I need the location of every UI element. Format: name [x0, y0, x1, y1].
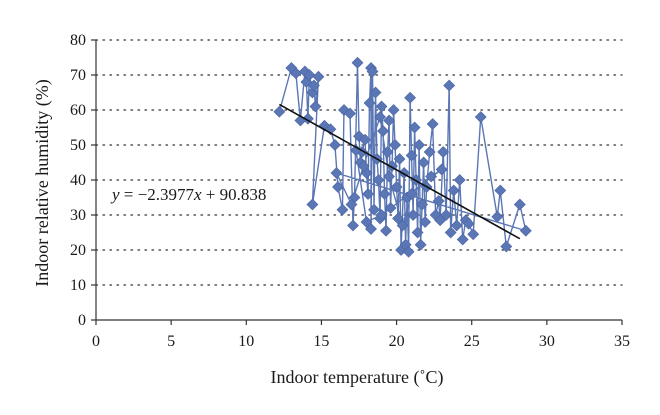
data-point-15 [329, 139, 341, 151]
data-point-83 [467, 228, 480, 241]
data-point-76 [444, 226, 457, 239]
y-tick-label-30: 30 [70, 207, 86, 224]
data-point-73 [437, 146, 450, 158]
x-tick-label-5: 5 [167, 333, 175, 350]
data-point-95 [396, 219, 409, 232]
data-point-79 [453, 174, 466, 186]
data-point-31 [365, 223, 377, 235]
data-point-98 [435, 163, 448, 176]
data-point-82 [462, 217, 475, 230]
y-tick-label-40: 40 [70, 172, 86, 189]
data-point-48 [390, 181, 403, 193]
data-point-12 [306, 198, 319, 211]
data-point-85 [491, 210, 504, 223]
data-point-61 [411, 226, 424, 239]
trendline-equation: y = −2.3977x + 90.838 [110, 185, 266, 204]
data-point-90 [330, 167, 343, 179]
data-point-28 [362, 188, 374, 200]
data-point-55 [402, 245, 415, 258]
data-point-100 [360, 216, 373, 228]
data-point-87 [500, 240, 513, 253]
data-point-19 [344, 107, 356, 120]
y-tick-labels: 0 10 20 30 40 50 60 70 80 [70, 32, 86, 329]
data-point-41 [380, 224, 392, 237]
x-tick-labels: 0 5 10 15 20 25 30 35 [92, 333, 630, 350]
y-tick-label-70: 70 [70, 67, 86, 84]
data-point-56 [404, 91, 417, 104]
data-point-43 [383, 114, 395, 127]
data-point-42 [381, 146, 394, 158]
data-point-11 [312, 70, 325, 83]
data-point-92 [357, 160, 370, 172]
data-point-91 [345, 198, 358, 211]
data-point-59 [408, 121, 421, 134]
data-point-94 [383, 170, 395, 183]
data-point-78 [450, 219, 463, 232]
data-point-63 [414, 238, 427, 251]
data-point-0 [273, 105, 286, 118]
x-tick-label-30: 30 [539, 333, 555, 350]
data-point-77 [447, 184, 460, 197]
y-axis-title: Indoor relative humidity (%) [32, 79, 53, 286]
x-tick-label-25: 25 [464, 333, 480, 350]
data-point-47 [389, 139, 401, 151]
data-point-88 [513, 198, 526, 211]
y-tick-label-0: 0 [78, 312, 86, 329]
data-point-9 [307, 79, 320, 92]
data-point-71 [432, 195, 445, 207]
data-point-84 [474, 111, 487, 123]
data-point-75 [443, 79, 456, 92]
data-point-26 [359, 133, 371, 146]
data-point-16 [332, 181, 344, 193]
data-point-40 [378, 188, 391, 200]
data-point-7 [303, 69, 316, 81]
y-tick-label-20: 20 [70, 242, 86, 259]
data-point-89 [519, 224, 532, 237]
data-points [273, 56, 532, 258]
x-tick-label-0: 0 [92, 333, 100, 350]
data-point-20 [347, 219, 359, 232]
x-tick-label-15: 15 [313, 333, 329, 350]
data-point-74 [440, 209, 453, 221]
data-point-93 [374, 111, 386, 123]
axes [91, 39, 623, 325]
data-point-69 [426, 118, 439, 130]
y-tick-label-80: 80 [70, 32, 86, 49]
data-point-62 [413, 139, 426, 151]
data-point-97 [425, 170, 438, 183]
data-point-34 [369, 86, 382, 99]
data-point-36 [372, 174, 385, 186]
trendline [278, 103, 521, 240]
y-tick-label-60: 60 [70, 102, 86, 119]
data-point-50 [393, 153, 406, 165]
data-point-33 [368, 203, 380, 216]
data-point-49 [392, 212, 404, 225]
data-point-46 [387, 104, 400, 116]
data-point-44 [384, 202, 397, 214]
data-point-39 [377, 125, 389, 137]
data-point-17 [336, 203, 349, 216]
y-tick-label-10: 10 [70, 277, 86, 294]
data-point-57 [405, 149, 418, 162]
data-point-96 [405, 188, 418, 200]
x-tick-label-35: 35 [614, 333, 630, 350]
data-point-38 [375, 100, 388, 113]
data-point-29 [363, 97, 376, 109]
data-point-65 [417, 156, 430, 169]
data-point-86 [494, 184, 507, 197]
data-point-22 [351, 56, 364, 69]
data-point-68 [423, 146, 436, 158]
data-point-32 [366, 65, 379, 78]
data-point-58 [407, 209, 420, 221]
data-point-10 [309, 100, 322, 113]
x-tick-label-10: 10 [238, 333, 254, 350]
x-tick-label-20: 20 [389, 333, 405, 350]
data-point-66 [419, 216, 432, 228]
data-point-80 [456, 233, 469, 246]
x-axis-title: Indoor temperature (˚C) [271, 367, 444, 388]
y-tick-label-50: 50 [70, 137, 86, 154]
data-point-99 [375, 209, 388, 221]
data-point-64 [416, 198, 429, 211]
